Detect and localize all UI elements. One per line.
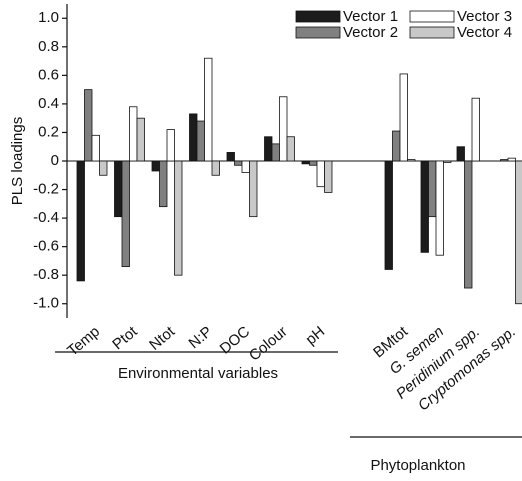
group-label: Environmental variables — [118, 365, 278, 382]
bar — [384, 160, 393, 270]
bar — [196, 120, 205, 162]
bar — [241, 160, 250, 173]
bar — [84, 89, 93, 162]
legend-label: Vector 4 — [457, 24, 512, 41]
bar — [204, 57, 213, 162]
y-tick-label: -0.8 — [33, 266, 59, 283]
bar — [324, 160, 333, 193]
x-tick-label: Ptot — [109, 323, 141, 354]
bar — [99, 160, 108, 176]
y-tick-label: -0.6 — [33, 238, 59, 255]
bar — [500, 159, 509, 162]
bar — [456, 146, 465, 162]
legend-label: Vector 2 — [343, 24, 398, 41]
bar — [392, 130, 401, 162]
bar — [264, 136, 273, 162]
bar — [91, 134, 100, 162]
bar — [435, 160, 444, 256]
bar — [174, 160, 183, 276]
bar — [420, 160, 429, 253]
legend-swatch — [409, 10, 455, 23]
x-tick-label: N:P — [186, 323, 216, 352]
bar — [76, 160, 85, 282]
y-tick-label: -1.0 — [33, 295, 59, 312]
bar — [301, 160, 310, 165]
bar — [136, 117, 145, 162]
bar — [443, 160, 452, 163]
bar — [271, 143, 280, 162]
y-tick-label: 0.6 — [38, 66, 59, 83]
y-tick-label: -0.4 — [33, 209, 59, 226]
bar — [309, 160, 318, 166]
bar — [166, 129, 175, 162]
y-tick-label: 0 — [51, 152, 59, 169]
legend-label: Vector 3 — [457, 8, 512, 25]
y-tick-label: 1.0 — [38, 9, 59, 26]
bar — [151, 160, 160, 172]
bar — [249, 160, 258, 218]
y-tick-label: -0.2 — [33, 181, 59, 198]
bar — [407, 159, 416, 162]
y-tick-label: 0.8 — [38, 38, 59, 55]
y-axis-title: PLS loadings — [9, 117, 26, 205]
bar — [226, 152, 235, 162]
x-tick-label: pH — [302, 323, 328, 348]
y-tick-label: 0.4 — [38, 95, 59, 112]
bar — [515, 160, 522, 305]
bar — [507, 157, 516, 162]
bar — [286, 136, 295, 162]
y-tick-label: 0.2 — [38, 123, 59, 140]
bar — [471, 97, 480, 162]
legend-swatch — [409, 26, 455, 39]
bar — [121, 160, 130, 268]
legend-label: Vector 1 — [343, 8, 398, 25]
bar — [159, 160, 168, 208]
group-label: Phytoplankton — [370, 457, 465, 474]
x-tick-label: Temp — [64, 323, 103, 360]
bar — [399, 73, 408, 162]
bar — [129, 106, 138, 162]
bar — [316, 160, 325, 188]
bar — [279, 96, 288, 162]
x-tick-label: Ntot — [146, 323, 179, 354]
x-tick-label: Colour — [246, 323, 291, 364]
bar — [234, 160, 243, 166]
legend-swatch — [295, 26, 341, 39]
bar — [428, 160, 437, 218]
bar — [211, 160, 220, 176]
bar — [189, 113, 198, 162]
legend-swatch — [295, 10, 341, 23]
bar — [114, 160, 123, 218]
bar — [464, 160, 473, 289]
